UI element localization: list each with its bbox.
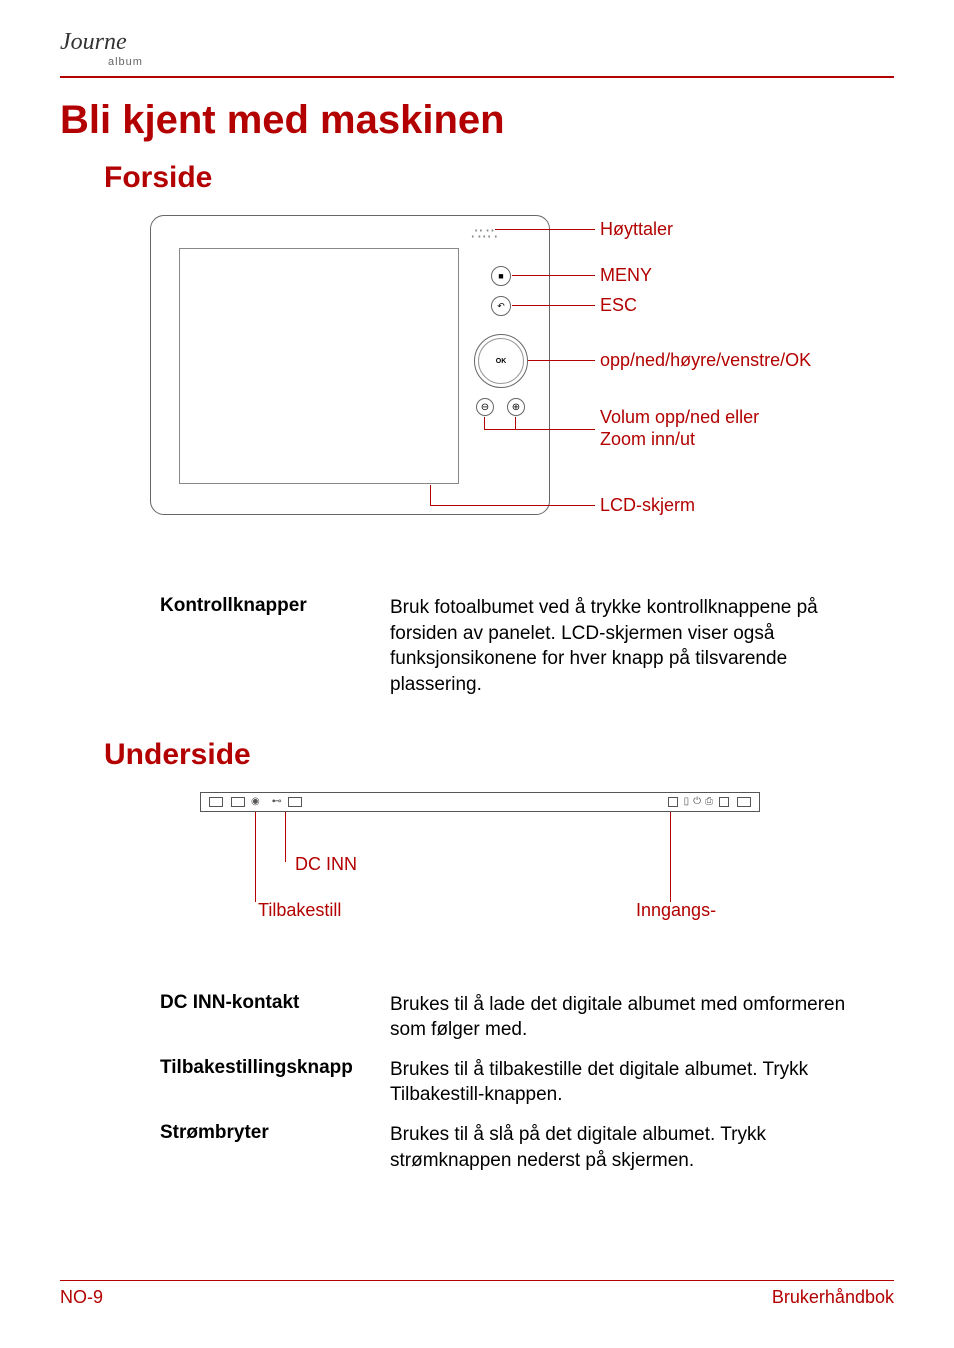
row0-body: Brukes til å lade det digitale albumet m… (390, 992, 850, 1043)
label-volume2: Zoom inn/ut (600, 429, 695, 451)
power-icon: ⏻ (693, 796, 701, 807)
zoom-out-icon: ⊖ (476, 398, 494, 416)
bottom-description: DC INN-kontakt Brukes til å lade det dig… (160, 992, 894, 1174)
speaker-icon: ∴∵∴ (471, 224, 496, 244)
footer-left: NO-9 (60, 1287, 103, 1308)
label-input: Inngangs- (636, 900, 716, 922)
label-lcd: LCD-skjerm (600, 495, 695, 517)
esc-button-icon: ↶ (491, 296, 511, 316)
logo-brand: Journe (60, 30, 894, 54)
row2-term: Strømbryter (160, 1122, 390, 1173)
page-title: Bli kjent med maskinen (60, 98, 894, 143)
label-dcin: DC INN (295, 854, 357, 876)
header-rule (60, 76, 894, 78)
label-speaker: Høyttaler (600, 219, 673, 241)
row0-term: DC INN-kontakt (160, 992, 390, 1043)
lcd-screen (179, 248, 459, 484)
bottom-bar: ◉ ⊷ ▯ ⏻ ⎙ (200, 792, 760, 812)
section-bottom-heading: Underside (104, 738, 894, 772)
row1-body: Brukes til å tilbakestille det digitale … (390, 1057, 850, 1108)
row1-term: Tilbakestillingsknapp (160, 1057, 390, 1108)
label-esc: ESC (600, 295, 637, 317)
label-dpad: opp/ned/høyre/venstre/OK (600, 350, 811, 372)
usb-icon: ⎙ (705, 796, 713, 807)
zoom-in-icon: ⊕ (507, 398, 525, 416)
reset-hole-icon: ⊷ (272, 796, 282, 807)
bottom-diagram: ◉ ⊷ ▯ ⏻ ⎙ DC INN Tilbakestill Inngangs- (200, 792, 800, 942)
label-volume1: Volum opp/ned eller (600, 407, 759, 429)
menu-button-icon: ■ (491, 266, 511, 286)
front-desc-body: Bruk fotoalbumet ved å trykke kontrollkn… (390, 595, 850, 698)
footer-right: Brukerhåndbok (772, 1287, 894, 1308)
dc-jack-icon: ◉ (251, 796, 260, 807)
front-desc-term: Kontrollknapper (160, 595, 390, 698)
front-description: Kontrollknapper Bruk fotoalbumet ved å t… (160, 595, 894, 698)
label-menu: MENY (600, 265, 652, 287)
page-footer: NO-9 Brukerhåndbok (60, 1280, 894, 1308)
front-diagram: ∴∵∴ ■ ↶ OK ⊖ ⊕ Høyttaler MENY ESC opp/ne… (150, 215, 894, 535)
logo-sub: album (108, 56, 894, 68)
ok-label: OK (496, 358, 507, 365)
ok-dpad-icon: OK (474, 334, 528, 388)
device-outline: ∴∵∴ ■ ↶ OK ⊖ ⊕ (150, 215, 550, 515)
logo: Journe album (60, 30, 894, 68)
label-reset: Tilbakestill (258, 900, 341, 922)
row2-body: Brukes til å slå på det digitale albumet… (390, 1122, 850, 1173)
section-front-heading: Forside (104, 161, 894, 195)
port-icon: ▯ (684, 796, 690, 807)
